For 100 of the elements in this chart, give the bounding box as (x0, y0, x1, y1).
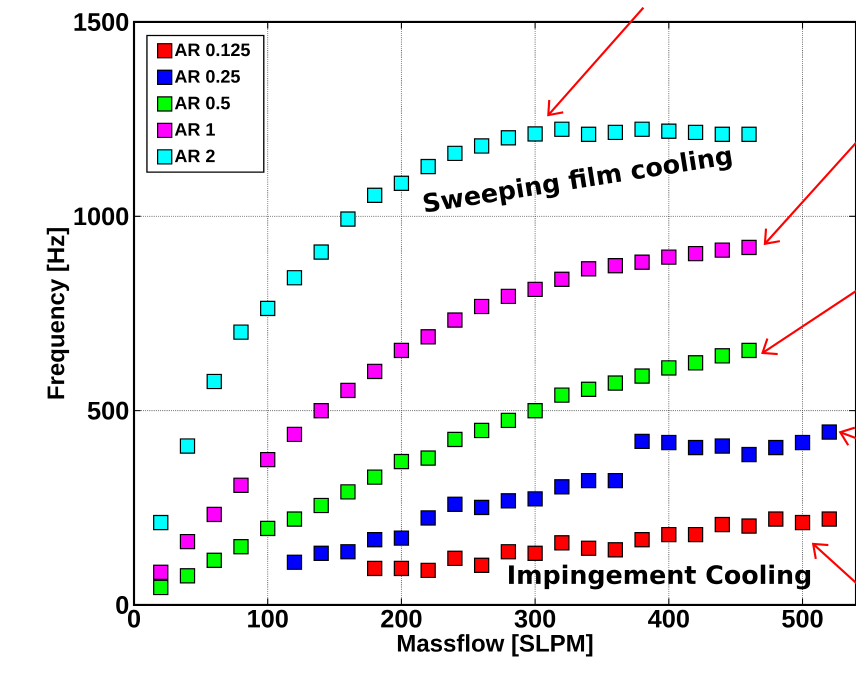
x-tick-label: 500 (782, 610, 823, 628)
point (580, 382, 596, 397)
x-tick-label: 400 (648, 610, 689, 628)
point (314, 546, 329, 561)
point (661, 249, 676, 265)
point (500, 288, 516, 304)
y-axis-title: Frequency [Hz] (46, 228, 70, 399)
point (153, 580, 168, 596)
point (500, 130, 516, 146)
point (608, 258, 624, 274)
x-tick-label: 300 (514, 610, 556, 628)
point (314, 402, 329, 418)
point (688, 355, 704, 371)
point (286, 426, 302, 442)
point (474, 558, 490, 574)
point (580, 126, 596, 142)
point (527, 402, 543, 418)
point (447, 550, 463, 566)
point (447, 146, 463, 162)
point (474, 422, 490, 438)
x-tick-label: 200 (381, 610, 422, 628)
point (688, 526, 704, 542)
annotation: Sweeping film cooling (424, 150, 732, 212)
point (580, 472, 596, 488)
point (340, 484, 356, 500)
point (634, 122, 650, 137)
point (340, 544, 356, 560)
point (394, 454, 410, 470)
x-axis-title: Massflow [SLPM] (398, 634, 592, 657)
point (661, 360, 676, 376)
point (420, 562, 436, 578)
point (153, 564, 168, 580)
legend-label: AR 1 (174, 123, 215, 136)
point (394, 530, 410, 546)
point (206, 506, 222, 522)
point (714, 516, 730, 532)
point (180, 568, 196, 584)
point (367, 560, 382, 576)
point (340, 211, 356, 227)
point (794, 434, 810, 450)
point (608, 472, 624, 488)
legend-label: AR 2 (174, 150, 215, 162)
point (420, 329, 436, 344)
point (233, 324, 249, 340)
x-tick-label: 0 (128, 610, 140, 628)
point (608, 542, 624, 558)
point (661, 124, 676, 139)
point (206, 374, 222, 390)
point (580, 261, 596, 276)
point (554, 122, 570, 137)
point (527, 126, 543, 142)
point (634, 532, 650, 548)
point (554, 272, 570, 287)
point (741, 240, 757, 256)
point (554, 535, 570, 550)
point (180, 438, 196, 454)
point (688, 440, 704, 456)
point (661, 434, 676, 450)
legend-label: AR 0.25 (174, 70, 240, 83)
point (447, 312, 463, 328)
point (420, 510, 436, 526)
annotation: Impingement Cooling (509, 564, 810, 590)
point (260, 520, 276, 536)
point (447, 432, 463, 448)
point (500, 544, 516, 560)
point (420, 158, 436, 174)
point (714, 242, 730, 258)
point (688, 246, 704, 262)
point (233, 539, 249, 554)
point (741, 126, 757, 142)
x-tick-label: 100 (248, 610, 288, 628)
point (768, 511, 784, 527)
point (286, 511, 302, 527)
point (608, 124, 624, 140)
point (314, 244, 329, 260)
point (822, 511, 837, 527)
point (741, 446, 757, 462)
point (206, 552, 222, 568)
point (714, 438, 730, 454)
point (367, 469, 382, 485)
point (153, 514, 168, 530)
y-tick-label: 1000 (74, 207, 128, 226)
point (794, 514, 810, 530)
legend-label: AR 0.5 (174, 96, 230, 110)
point (768, 440, 784, 456)
point (500, 493, 516, 508)
point (634, 368, 650, 384)
point (527, 546, 543, 561)
point (180, 534, 196, 550)
y-tick-label: 500 (88, 402, 128, 420)
point (474, 500, 490, 516)
point (394, 176, 410, 191)
point (634, 434, 650, 450)
point (447, 496, 463, 512)
point (367, 188, 382, 203)
point (340, 382, 356, 398)
point (714, 126, 730, 142)
point (527, 491, 543, 507)
point (367, 532, 382, 548)
point (286, 554, 302, 570)
